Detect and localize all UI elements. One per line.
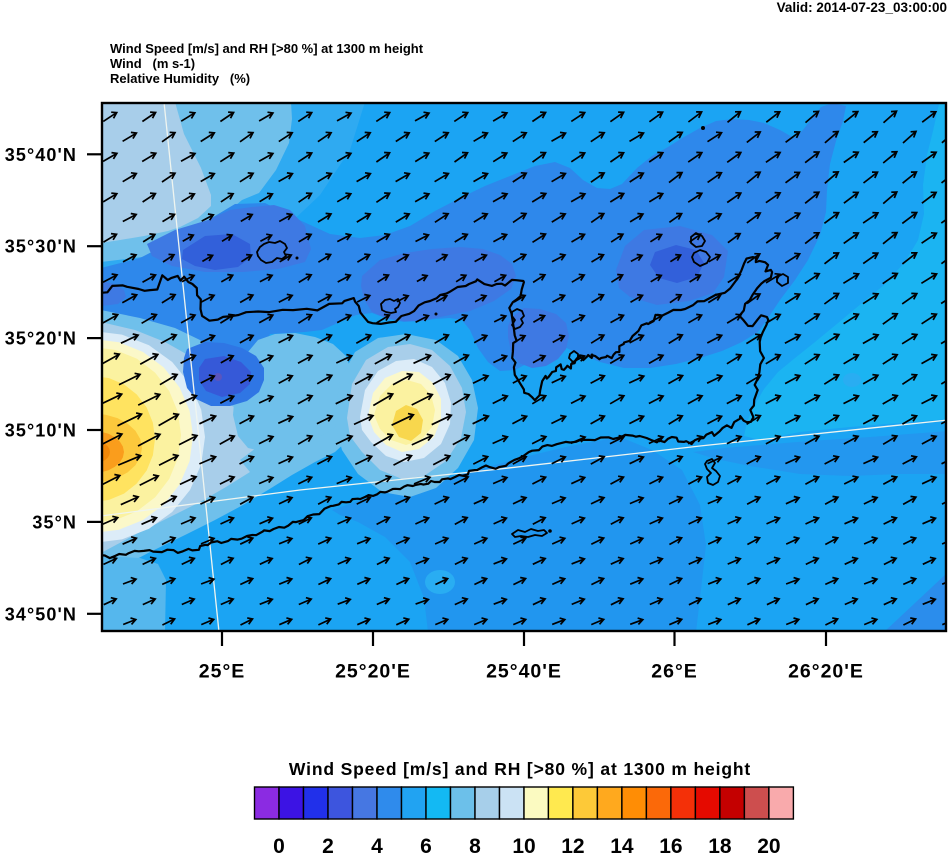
svg-text:14: 14 — [610, 835, 634, 854]
svg-text:16: 16 — [659, 835, 682, 854]
svg-text:26°E: 26°E — [651, 661, 698, 683]
svg-text:25°E: 25°E — [199, 661, 246, 683]
svg-text:Wind (m s-1): Wind (m s-1) — [110, 56, 195, 71]
svg-text:35°10'N: 35°10'N — [5, 421, 77, 441]
svg-text:Valid: 2014-07-23_03:00:00: Valid: 2014-07-23_03:00:00 — [777, 0, 947, 15]
svg-text:Wind Speed [m/s] and RH [>80 %: Wind Speed [m/s] and RH [>80 %] at 1300 … — [110, 41, 424, 56]
svg-text:12: 12 — [561, 835, 584, 854]
svg-text:26°20'E: 26°20'E — [788, 661, 864, 683]
svg-text:35°40'N: 35°40'N — [5, 145, 77, 165]
svg-text:2: 2 — [322, 835, 334, 854]
svg-text:25°40'E: 25°40'E — [486, 661, 562, 683]
svg-text:Wind Speed [m/s] and RH [>80 %: Wind Speed [m/s] and RH [>80 %] at 1300 … — [289, 759, 751, 779]
svg-text:35°N: 35°N — [32, 512, 77, 532]
svg-text:18: 18 — [708, 835, 732, 854]
svg-text:6: 6 — [420, 835, 432, 854]
svg-text:Relative Humidity (%): Relative Humidity (%) — [110, 71, 250, 86]
svg-text:35°30'N: 35°30'N — [5, 237, 77, 257]
svg-text:25°20'E: 25°20'E — [335, 661, 411, 683]
svg-text:35°20'N: 35°20'N — [5, 329, 77, 349]
svg-text:0: 0 — [273, 835, 285, 854]
svg-text:8: 8 — [469, 835, 481, 854]
svg-text:20: 20 — [757, 835, 780, 854]
svg-text:34°50'N: 34°50'N — [5, 604, 77, 624]
svg-text:10: 10 — [512, 835, 535, 854]
svg-text:4: 4 — [371, 835, 383, 854]
